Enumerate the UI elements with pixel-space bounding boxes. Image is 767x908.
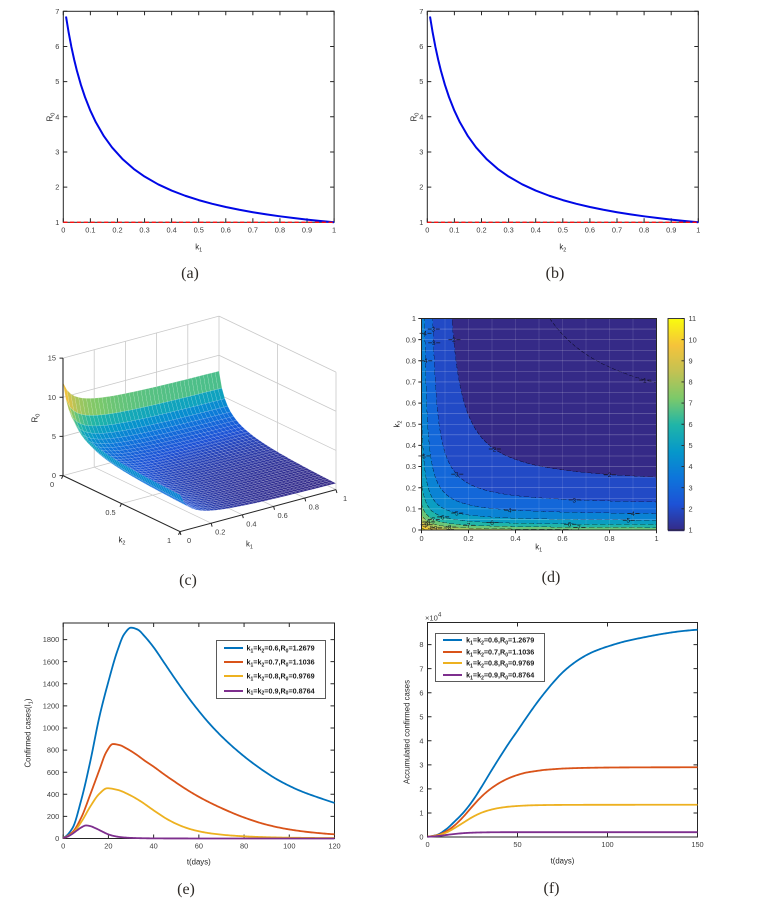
legend-item-label: k1=k2=0.7,R0=1.1036: [246, 657, 315, 669]
legend-item-3: k1=k2=0.8,R0=0.9769: [436, 658, 544, 670]
subscript-text: 1: [250, 648, 254, 655]
legend-item-label: k1=k2=0.8,R0=0.9769: [466, 658, 535, 670]
legend-item-label: k1=k2=0.9,R0=0.8764: [466, 670, 535, 682]
subscript-text: 1: [470, 652, 473, 659]
subscript-text: 2: [481, 652, 484, 659]
subscript-text: 0: [285, 690, 289, 697]
subscript-text: 0: [50, 112, 57, 116]
legend-line-swatch: [443, 673, 463, 676]
legend-e: k1=k2=0.6,R0=1.2679 k1=k2=0.7,R0=1.1036 k1…: [215, 640, 326, 699]
subscript-text: 0: [35, 413, 42, 417]
ylabel-f: Accumulated confirmed cases: [402, 679, 412, 785]
legend-item-label: k1=k2=0.8,R0=0.9769: [246, 671, 315, 683]
xlabel-d: k1: [535, 542, 543, 554]
subscript-text: 0: [505, 652, 509, 659]
subscript-text: 0: [285, 648, 289, 655]
xlabel-f: t(days): [550, 856, 575, 865]
subscript-text: 2: [481, 675, 484, 682]
legend-line-swatch: [443, 639, 463, 642]
subscript-text: 1: [28, 701, 35, 705]
subscript-text: 1: [250, 676, 254, 683]
legend-item-4: k1=k2=0.9,R0=0.8764: [436, 669, 544, 681]
legend-item-label: k1=k2=0.9,R0=0.8764: [246, 686, 315, 697]
legend-line-swatch: [223, 661, 243, 664]
plot-canvas-b: [384, 0, 767, 292]
subscript-text: 2: [122, 540, 126, 547]
caption-c: (c): [179, 571, 197, 589]
subscript-text: 1: [470, 675, 473, 682]
subscript-text: 0: [505, 640, 509, 647]
caption-a: (a): [181, 265, 199, 282]
subplot-b: k2 R0 (b): [384, 0, 767, 292]
xlabel-e: t(days): [186, 857, 211, 866]
subscript-text: 1: [539, 547, 543, 554]
legend-line-swatch: [443, 662, 463, 665]
subscript-text: 2: [563, 247, 567, 254]
xlabel-b: k2: [559, 242, 567, 254]
legend-item-2: k1=k2=0.7,R0=1.1036: [436, 646, 544, 658]
subplot-c: k1 k2 R0 (c): [0, 292, 383, 600]
subscript-text: 2: [261, 676, 265, 683]
subscript-text: 0: [414, 112, 421, 116]
legend-item-4: k1=k2=0.9,R0=0.8764: [217, 684, 325, 698]
ylabel-b: R0: [409, 112, 421, 121]
subscript-text: 0: [505, 663, 509, 670]
plot-canvas-a: [0, 0, 383, 292]
subscript-text: 2: [261, 690, 265, 697]
legend-item-label: k1=k2=0.6,R0=1.2679: [466, 635, 535, 647]
ylabel-d: k2: [392, 420, 404, 428]
ylabel-e: Confirmed cases(I1): [23, 698, 35, 768]
legend-item-2: k1=k2=0.7,R0=1.1036: [217, 655, 325, 669]
subscript-text: 1: [199, 247, 203, 254]
subscript-text: 2: [261, 648, 265, 655]
zlabel-c: R0: [30, 413, 42, 423]
legend-item-3: k1=k2=0.8,R0=0.9769: [217, 669, 325, 683]
subplot-a: k1 R0 (a): [0, 0, 383, 292]
subscript-text: 1: [250, 690, 254, 697]
legend-f: k1=k2=0.6,R0=1.2679 k1=k2=0.7,R0=1.1036 k1…: [435, 633, 545, 682]
legend-line-swatch: [443, 650, 463, 653]
subscript-text: 0: [505, 675, 509, 682]
subscript-text: 0: [285, 662, 289, 669]
subscript-text: 2: [261, 662, 265, 669]
subscript-text: 1: [470, 663, 473, 670]
subscript-text: 1: [470, 640, 473, 647]
subplot-d: k1 k2 (d): [384, 292, 767, 600]
xlabel-c-k1: k1: [246, 539, 253, 551]
legend-line-swatch: [223, 689, 243, 692]
subscript-text: 2: [481, 663, 484, 670]
plot-canvas-c: [0, 292, 383, 600]
plot-canvas-d: [384, 292, 767, 600]
legend-item-1: k1=k2=0.6,R0=1.2679: [436, 634, 544, 646]
subscript-text: 2: [397, 420, 404, 424]
ylabel-a: R0: [45, 112, 57, 121]
subscript-text: 1: [249, 544, 253, 551]
legend-line-swatch: [223, 675, 243, 678]
ylabel-c-k2: k2: [118, 535, 126, 547]
subplot-f: t(days) Accumulated confirmed cases ×104…: [384, 600, 767, 908]
caption-d: (d): [541, 568, 561, 586]
caption-b: (b): [545, 265, 565, 282]
xlabel-a: k1: [195, 242, 203, 254]
legend-item-label: k1=k2=0.7,R0=1.1036: [466, 647, 535, 659]
caption-f: (f): [543, 879, 560, 897]
subscript-text: 1: [250, 662, 254, 669]
legend-line-swatch: [223, 647, 243, 650]
superscript-text: 4: [437, 611, 442, 619]
legend-item-1: k1=k2=0.6,R0=1.2679: [217, 641, 325, 655]
axis-scale-note-f: ×104: [425, 611, 442, 623]
caption-e: (e): [177, 881, 195, 898]
subscript-text: 2: [481, 640, 484, 647]
subscript-text: 0: [285, 676, 289, 683]
subplot-e: t(days) Confirmed cases(I1) (e) k1=k2=0.…: [0, 600, 383, 908]
legend-item-label: k1=k2=0.6,R0=1.2679: [246, 643, 315, 655]
